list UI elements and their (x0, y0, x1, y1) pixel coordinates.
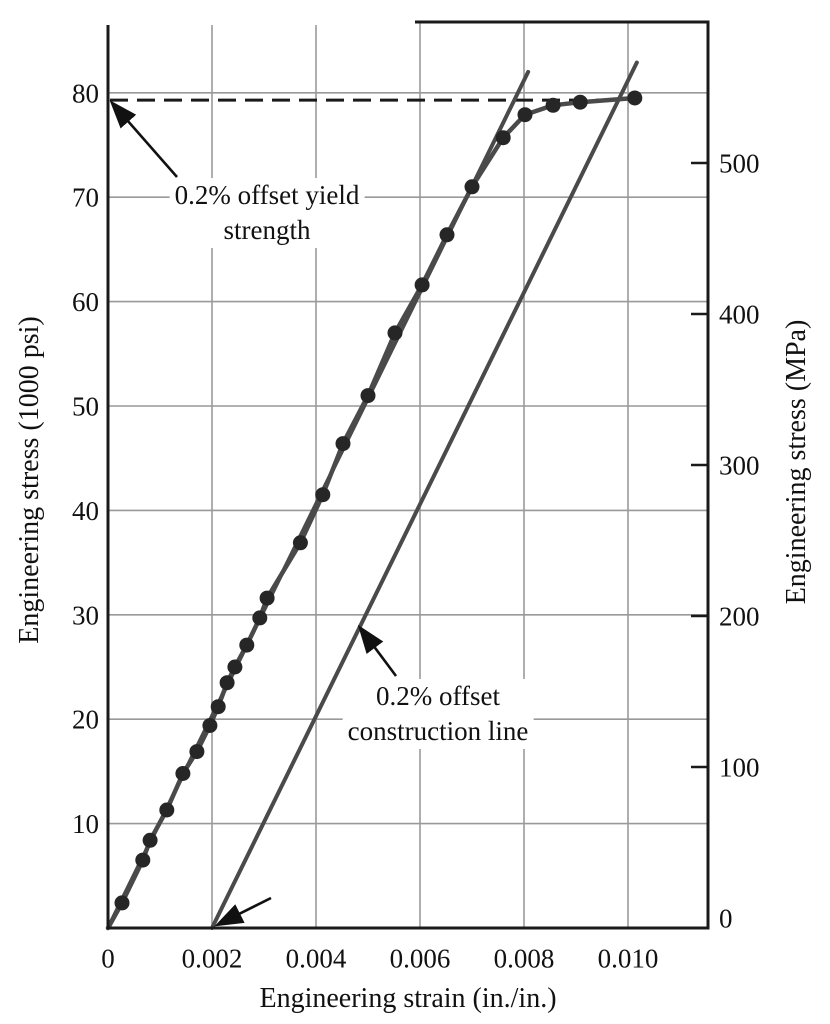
data-point (175, 766, 191, 781)
data-point (517, 107, 533, 123)
psi-tick-label: 30 (72, 600, 99, 630)
data-point (292, 535, 308, 551)
data-point (252, 610, 268, 626)
strain-tick-label: 0.010 (598, 943, 659, 973)
data-point (159, 802, 175, 818)
mpa-tick-label: 0 (719, 903, 733, 933)
psi-tick-label: 10 (72, 809, 99, 839)
psi-tick-label: 80 (72, 78, 99, 108)
offset-equation-annotation: 0.002 in. in. × 100% = 0.2% offset (0, 0, 415, 25)
data-point (210, 699, 226, 715)
data-point (439, 227, 455, 243)
right-axis-title: Engineering stress (MPa) (781, 319, 812, 605)
data-point (495, 130, 511, 146)
data-point (142, 832, 158, 848)
data-point (227, 659, 243, 675)
strain-tick-label: 0.006 (390, 943, 451, 973)
yield-annotation-arrow (109, 100, 178, 178)
data-point (545, 97, 561, 113)
data-point (219, 675, 235, 691)
data-point (315, 487, 331, 503)
strain-tick-label: 0.002 (182, 943, 243, 973)
mpa-tick-label: 300 (719, 450, 760, 480)
psi-tick-label: 70 (72, 183, 99, 213)
construction-line-annotation: 0.2% offset construction line (342, 679, 534, 749)
mpa-tick-label: 500 (719, 148, 760, 178)
construction-annotation-arrow (357, 624, 398, 677)
data-point (414, 277, 430, 293)
offset-construction-line (210, 60, 639, 930)
mpa-tick-label: 200 (719, 601, 760, 631)
data-point (189, 744, 205, 760)
psi-tick-label: 20 (72, 705, 99, 735)
data-point (360, 388, 376, 404)
mpa-tick-label: 400 (719, 299, 760, 329)
yield-annotation-line1: 0.2% offset yield (174, 180, 360, 210)
data-point (114, 895, 130, 911)
data-point (627, 90, 643, 106)
construction-annotation-line2: construction line (347, 716, 529, 746)
left-axis-title: Engineering stress (1000 psi) (14, 316, 45, 644)
construction-annotation-line1: 0.2% offset (376, 681, 500, 711)
data-point (135, 852, 151, 868)
data-point (464, 179, 480, 195)
strain-tick-label: 0.008 (494, 943, 555, 973)
data-point (202, 718, 218, 733)
data-point (239, 637, 255, 653)
plot-border (106, 20, 710, 930)
equation-annotation-arrow (214, 896, 272, 927)
strain-tick-label: 0.004 (286, 943, 347, 973)
strain-tick-label: 0 (101, 943, 115, 973)
data-point (259, 590, 275, 606)
x-axis-title: Engineering strain (in./in.) (259, 983, 557, 1014)
data-point (335, 436, 351, 452)
data-point (572, 94, 588, 110)
data-point (387, 325, 403, 341)
psi-tick-label: 60 (72, 287, 99, 317)
yield-strength-annotation: 0.2% offset yield strength (169, 178, 365, 248)
psi-tick-label: 50 (72, 391, 99, 421)
yield-annotation-line2: strength (223, 215, 311, 245)
mpa-tick-label: 100 (719, 752, 760, 782)
psi-tick-label: 40 (72, 496, 99, 526)
